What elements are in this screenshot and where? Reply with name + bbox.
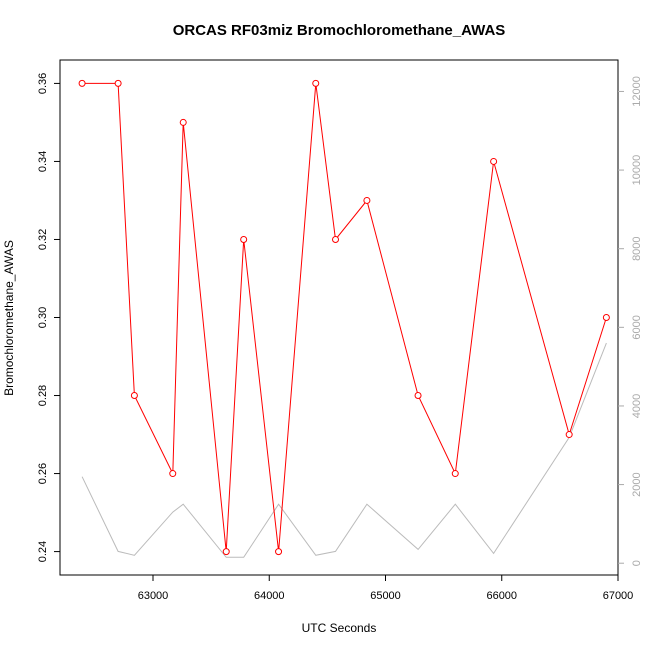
y2-tick-label: 10000 xyxy=(631,155,643,186)
data-point xyxy=(332,235,340,243)
data-point xyxy=(275,548,283,556)
data-point xyxy=(114,79,122,87)
y-tick-label: 0.34 xyxy=(37,151,49,172)
data-point xyxy=(565,431,573,439)
chart-title: ORCAS RF03miz Bromochloromethane_AWAS xyxy=(173,22,506,39)
data-point xyxy=(78,79,86,87)
primary-series-line xyxy=(82,82,607,552)
y2-tick-label: 2000 xyxy=(631,472,643,496)
y-tick-label: 0.28 xyxy=(37,385,49,406)
y2-tick-label: 4000 xyxy=(631,394,643,418)
y-tick-label: 0.30 xyxy=(37,307,49,328)
secondary-series-line xyxy=(81,342,607,558)
y2-tick-label: 12000 xyxy=(631,76,643,107)
data-point xyxy=(414,392,422,400)
data-point xyxy=(130,392,138,400)
data-point xyxy=(222,548,230,556)
y2-tick-label: 6000 xyxy=(631,315,643,339)
data-point xyxy=(240,235,248,243)
y2-tick-label: 8000 xyxy=(631,236,643,260)
y-axis-left: 0.24 0.26 0.28 0.30 0.32 0.34 0.36 xyxy=(37,73,60,562)
data-point xyxy=(363,196,371,204)
x-axis-label: UTC Seconds xyxy=(302,621,377,635)
y-tick-label: 0.24 xyxy=(37,541,49,562)
data-point xyxy=(179,118,187,126)
data-point xyxy=(602,314,610,321)
x-tick-label: 67000 xyxy=(603,590,634,602)
data-point xyxy=(451,470,459,478)
x-axis: 63000 64000 65000 66000 67000 xyxy=(138,575,634,602)
x-tick-label: 65000 xyxy=(370,590,401,602)
data-point xyxy=(312,79,320,87)
data-point xyxy=(169,470,177,478)
y-axis-label: Bromochloromethane_AWAS xyxy=(2,240,16,396)
y-tick-label: 0.32 xyxy=(37,229,49,250)
y2-tick-label: 0 xyxy=(631,560,643,566)
plot-area-frame xyxy=(59,59,619,576)
y-axis-right: 0 2000 4000 6000 8000 10000 12000 xyxy=(618,76,643,566)
y-tick-label: 0.36 xyxy=(37,73,49,94)
data-point xyxy=(490,157,498,165)
series-layer xyxy=(78,79,610,558)
x-tick-label: 66000 xyxy=(486,590,517,602)
x-tick-label: 63000 xyxy=(138,590,169,602)
x-tick-label: 64000 xyxy=(254,590,285,602)
y-tick-label: 0.26 xyxy=(37,463,49,484)
